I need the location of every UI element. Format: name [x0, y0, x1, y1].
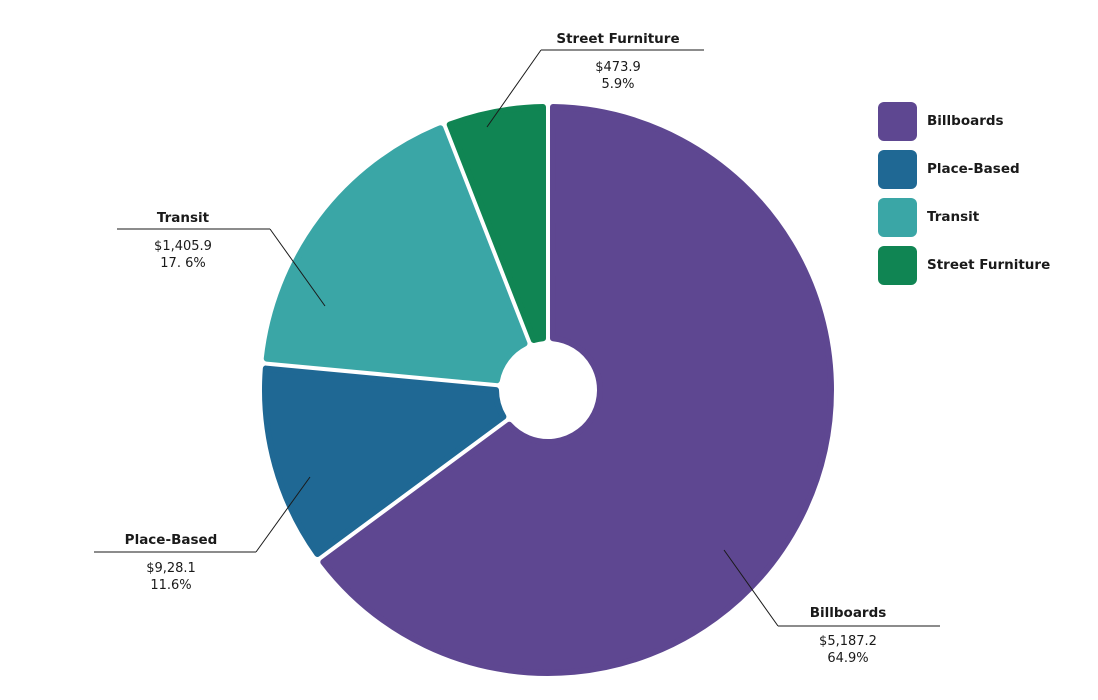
legend-swatch	[878, 245, 917, 285]
percent-label-transit: 17. 6%	[160, 256, 205, 271]
chart-legend: Billboards Place-Based Transit Street Fu…	[878, 101, 1078, 293]
legend-item-transit: Transit	[878, 197, 1078, 237]
legend-swatch	[878, 197, 917, 237]
chart-slices	[262, 104, 834, 676]
chart-leader-lines	[94, 49, 940, 627]
leader-line-transit	[269, 228, 326, 307]
leader-line-billboards	[723, 549, 779, 627]
legend-item-place-based: Place-Based	[878, 149, 1078, 189]
category-label-street-furniture: Street Furniture	[556, 31, 679, 47]
value-label-street-furniture: $473.9	[595, 60, 641, 75]
category-label-billboards: Billboards	[810, 605, 887, 621]
value-label-billboards: $5,187.2	[819, 634, 877, 649]
legend-swatch	[878, 149, 917, 189]
legend-item-street-furniture: Street Furniture	[878, 245, 1078, 285]
value-label-transit: $1,405.9	[154, 239, 212, 254]
slice-place-based	[262, 365, 507, 558]
legend-label: Billboards	[927, 113, 1004, 129]
percent-label-place-based: 11.6%	[150, 578, 191, 593]
legend-item-billboards: Billboards	[878, 101, 1078, 141]
slice-billboards	[320, 104, 834, 676]
chart-data-labels: Billboards $5,187.2 64.9% Place-Based $9,28.…	[125, 31, 887, 666]
category-label-place-based: Place-Based	[125, 532, 218, 548]
legend-swatch	[878, 101, 917, 141]
legend-label: Street Furniture	[927, 257, 1051, 273]
slice-transit	[263, 125, 528, 384]
legend-label: Place-Based	[927, 161, 1020, 177]
value-label-place-based: $9,28.1	[146, 561, 196, 576]
slice-street-furniture	[446, 104, 547, 343]
percent-label-billboards: 64.9%	[827, 651, 868, 666]
leader-line-place-based	[255, 476, 311, 553]
percent-label-street-furniture: 5.9%	[601, 77, 634, 92]
legend-label: Transit	[927, 209, 980, 225]
category-label-transit: Transit	[157, 210, 210, 226]
leader-line-street-furniture	[486, 49, 542, 128]
